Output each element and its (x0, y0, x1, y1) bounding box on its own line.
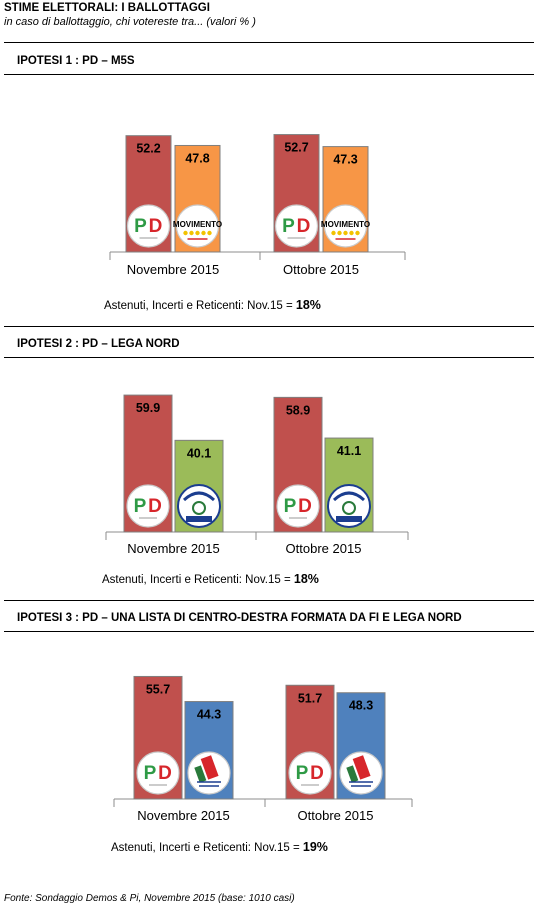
logo-circle (323, 204, 368, 248)
divider (4, 631, 534, 632)
bar-value-label: 51.7 (298, 691, 322, 705)
note-2-text: Astenuti, Incerti e Reticenti: Nov.15 = (102, 574, 294, 586)
logo-green-band (346, 765, 359, 783)
logo-green-band (194, 765, 207, 783)
bar-value-label: 47.8 (185, 151, 209, 165)
divider (4, 357, 534, 358)
logo-sun (342, 501, 356, 515)
page-subtitle: in caso di ballottaggio, chi votereste t… (4, 16, 256, 28)
logo-circle (126, 204, 171, 248)
section-title-1: IPOTESI 1 : PD – M5S (17, 55, 135, 67)
bar-value-label: 52.7 (284, 141, 308, 155)
logo-sun (192, 501, 206, 515)
logo-fi-band (352, 755, 371, 780)
star-icon (349, 230, 354, 236)
star-icon (355, 230, 360, 236)
lega-logo (327, 484, 371, 528)
star-icon (189, 230, 194, 236)
note-2-value: 18% (293, 572, 319, 586)
logo-fi-band (200, 755, 219, 780)
note-1-text: Astenuti, Incerti e Reticenti: Nov.15 = (104, 300, 296, 312)
star-icon (331, 230, 336, 236)
lega-logo (177, 484, 221, 528)
star-icon (207, 230, 212, 236)
star-icon (343, 230, 348, 236)
note-1-value: 18% (295, 298, 321, 312)
divider (4, 74, 534, 75)
x-tick-label: Ottobre 2015 (286, 541, 362, 556)
logo-circle (276, 484, 320, 528)
bar-value-label: 48.3 (349, 699, 373, 713)
bar-value-label: 44.3 (197, 708, 221, 722)
note-3-text: Astenuti, Incerti e Reticenti: Nov.15 = (111, 842, 303, 854)
divider (4, 42, 534, 43)
logo-ring (177, 484, 221, 528)
x-tick-label: Novembre 2015 (127, 262, 220, 277)
x-tick-label: Ottobre 2015 (298, 808, 374, 823)
section-title-2: IPOTESI 2 : PD – LEGA NORD (17, 338, 180, 350)
logo-letter-p: P (282, 216, 295, 237)
logo-letter-d: D (298, 496, 312, 517)
logo-circle (126, 484, 170, 528)
divider (4, 326, 534, 327)
logo-arc (182, 491, 216, 502)
page-title: STIME ELETTORALI: I BALLOTTAGGI (4, 2, 210, 14)
bar-value-label: 58.9 (286, 403, 310, 417)
m5s-logo: MOVIMENTO (173, 204, 222, 248)
logo-movimento: MOVIMENTO (173, 220, 222, 229)
x-tick-label: Novembre 2015 (137, 808, 230, 823)
logo-circle (175, 204, 220, 248)
logo-circle (288, 751, 332, 795)
logo-circle (274, 204, 319, 248)
note-1: Astenuti, Incerti e Reticenti: Nov.15 = … (104, 298, 321, 312)
star-icon (183, 230, 188, 236)
bar-value-label: 47.3 (333, 153, 357, 167)
logo-letter-p: P (284, 496, 297, 517)
divider (4, 600, 534, 601)
logo-letter-p: P (134, 216, 147, 237)
source-note: Fonte: Sondaggio Demos & Pi, Novembre 20… (4, 893, 295, 904)
fi-lega-logo (187, 751, 231, 795)
bar-value-label: 41.1 (337, 444, 361, 458)
bar-value-label: 59.9 (136, 401, 160, 415)
note-2: Astenuti, Incerti e Reticenti: Nov.15 = … (102, 572, 319, 586)
logo-letter-d: D (148, 496, 162, 517)
note-3-value: 19% (302, 840, 328, 854)
note-3: Astenuti, Incerti e Reticenti: Nov.15 = … (111, 840, 328, 854)
logo-letter-d: D (149, 216, 163, 237)
logo-letter-p: P (144, 763, 157, 784)
logo-letter-d: D (297, 216, 311, 237)
star-icon (337, 230, 342, 236)
logo-letter-p: P (296, 763, 309, 784)
logo-band (336, 516, 362, 522)
logo-letter-d: D (310, 763, 324, 784)
fi-lega-logo (339, 751, 383, 795)
bar-value-label: 40.1 (187, 446, 211, 460)
bar-value-label: 55.7 (146, 682, 170, 696)
x-tick-label: Novembre 2015 (127, 541, 220, 556)
bar-value-label: 52.2 (136, 142, 160, 156)
section-title-3: IPOTESI 3 : PD – UNA LISTA DI CENTRO-DES… (17, 612, 462, 624)
star-icon (195, 230, 200, 236)
star-icon (201, 230, 206, 236)
logo-movimento: MOVIMENTO (321, 220, 370, 229)
x-tick-label: Ottobre 2015 (283, 262, 359, 277)
logo-band (186, 516, 212, 522)
logo-ring (327, 484, 371, 528)
m5s-logo: MOVIMENTO (321, 204, 370, 248)
logo-circle (136, 751, 180, 795)
logo-arc (332, 491, 366, 502)
logo-letter-d: D (158, 763, 172, 784)
logo-letter-p: P (134, 496, 147, 517)
